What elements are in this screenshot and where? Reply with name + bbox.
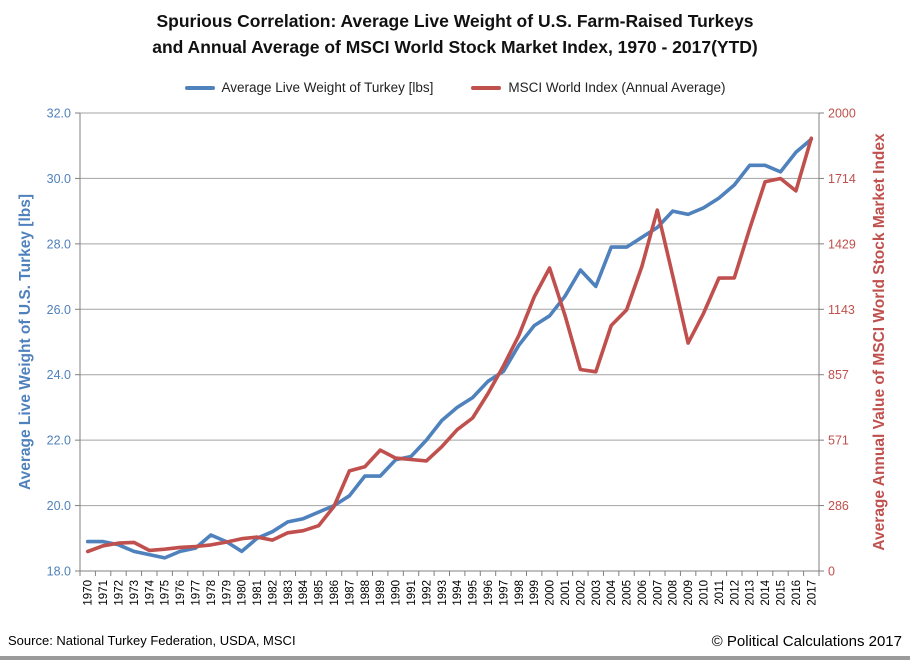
x-axis-label: 2002 (575, 580, 587, 606)
x-axis-label: 1988 (360, 580, 372, 606)
turkey-series-line (85, 137, 814, 560)
x-axis-label: 1989 (375, 580, 387, 606)
x-axis-label: 2004 (606, 579, 618, 605)
x-axis-label: 2001 (560, 580, 572, 606)
x-axis-label: 1974 (144, 579, 156, 605)
right-axis-tick-label: 1714 (828, 172, 856, 186)
chart-title-line1: Spurious Correlation: Average Live Weigh… (156, 11, 754, 31)
x-axis-label: 1999 (529, 580, 541, 606)
x-axis-label: 1986 (329, 580, 341, 606)
bottom-border (0, 656, 910, 660)
right-axis-tick-label: 857 (828, 368, 849, 382)
chart-title: Spurious Correlation: Average Live Weigh… (0, 8, 910, 60)
x-axis-label: 1978 (206, 580, 218, 606)
x-axis-label: 1994 (452, 579, 464, 605)
source-note: Source: National Turkey Federation, USDA… (8, 633, 296, 648)
x-axis-label: 1997 (498, 580, 510, 606)
legend-item-turkey: Average Live Weight of Turkey [lbs] (184, 80, 434, 95)
x-axis-label: 2006 (637, 580, 649, 606)
x-axis-label: 2015 (776, 580, 788, 606)
right-axis-tick-label: 1143 (828, 303, 855, 317)
x-axis-label: 2012 (729, 580, 741, 606)
x-axis-label: 1985 (314, 580, 326, 606)
x-axis-label: 1975 (160, 580, 172, 606)
left-axis-tick-label: 18.0 (47, 565, 71, 579)
x-axis-label: 1971 (98, 580, 110, 606)
left-axis-tick-label: 26.0 (47, 303, 71, 317)
x-axis-label: 1970 (83, 580, 95, 606)
copyright-note: © Political Calculations 2017 (711, 633, 902, 650)
x-axis-label: 1991 (406, 580, 418, 606)
x-axis-label: 2003 (591, 580, 603, 606)
left-axis-tick-label: 22.0 (47, 434, 71, 448)
x-axis-label: 1976 (175, 580, 187, 606)
x-axis-label: 1990 (391, 580, 403, 606)
right-axis-tick-label: 0 (828, 565, 835, 579)
x-axis-label: 1979 (221, 580, 233, 606)
x-axis-label: 1996 (483, 580, 495, 606)
legend-label-turkey: Average Live Weight of Turkey [lbs] (221, 80, 434, 95)
legend-label-msci: MSCI World Index (Annual Average) (508, 80, 726, 95)
x-axis-label: 1972 (113, 580, 125, 606)
x-axis-label: 2007 (652, 580, 664, 606)
legend-item-msci: MSCI World Index (Annual Average) (471, 80, 725, 95)
x-axis-label: 2011 (714, 580, 726, 605)
msci-line-swatch (471, 85, 502, 90)
turkey-line-swatch (184, 85, 215, 90)
x-axis-label: 2014 (760, 579, 772, 605)
x-axis-label: 1977 (190, 580, 202, 606)
right-axis-tick-label: 2000 (828, 107, 856, 121)
msci-series-line (85, 136, 814, 554)
x-axis-label: 1992 (421, 580, 433, 606)
x-axis-label: 1983 (283, 580, 295, 606)
left-axis-tick-label: 20.0 (47, 499, 71, 513)
x-axis-label: 2009 (683, 580, 695, 606)
x-axis-label: 2005 (622, 580, 634, 606)
x-axis-label: 1995 (468, 580, 480, 606)
right-axis-tick-label: 1429 (828, 237, 856, 251)
left-axis-tick-label: 28.0 (47, 237, 71, 251)
x-axis-label: 1998 (514, 580, 526, 606)
x-axis-label: 1980 (237, 580, 249, 606)
x-axis-label: 2008 (668, 580, 680, 606)
chart-title-line2: and Annual Average of MSCI World Stock M… (152, 37, 758, 57)
legend: Average Live Weight of Turkey [lbs] MSCI… (0, 80, 910, 95)
x-axis-label: 1993 (437, 580, 449, 606)
left-axis-title: Average Live Weight of U.S. Turkey [lbs] (17, 194, 34, 490)
x-axis-label: 2000 (545, 580, 557, 606)
right-axis-tick-label: 571 (828, 434, 849, 448)
x-axis-label: 2017 (806, 580, 818, 606)
left-axis-tick-label: 32.0 (47, 107, 71, 121)
left-axis-tick-label: 24.0 (47, 368, 71, 382)
x-axis-label: 1982 (267, 580, 279, 606)
x-axis-label: 1984 (298, 579, 310, 605)
x-axis-label: 1981 (252, 580, 264, 606)
x-axis-label: 1973 (129, 580, 141, 606)
x-axis-label: 1987 (344, 580, 356, 606)
left-axis-tick-label: 30.0 (47, 172, 71, 186)
x-axis-label: 2013 (745, 580, 757, 606)
right-axis-title: Average Annual Value of MSCI World Stock… (871, 133, 888, 551)
right-axis-tick-label: 286 (828, 499, 849, 513)
x-axis-label: 2010 (699, 580, 711, 606)
x-axis-label: 2016 (791, 580, 803, 606)
